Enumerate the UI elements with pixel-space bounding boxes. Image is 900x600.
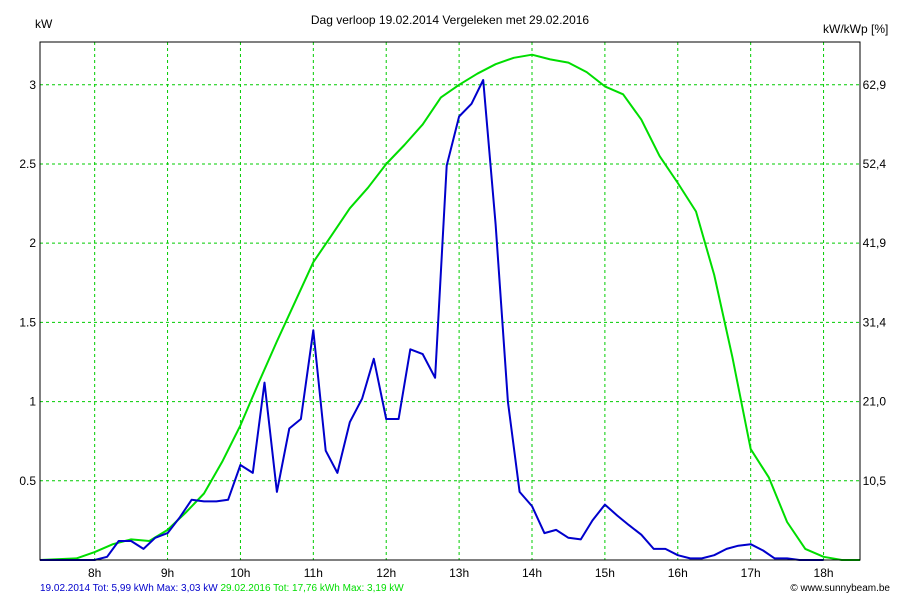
y-tick-label-right: 41,9 [863,236,887,250]
x-tick-label: 15h [595,566,615,580]
y-tick-label-left: 0.5 [19,474,36,488]
x-tick-label: 13h [449,566,469,580]
x-tick-label: 18h [814,566,834,580]
series-layer [39,53,860,561]
grid [40,42,860,560]
x-tick-label: 17h [741,566,761,580]
x-tick-label: 9h [161,566,174,580]
x-tick-label: 8h [88,566,101,580]
y-tick-label-left: 2.5 [19,157,36,171]
x-tick-label: 10h [230,566,250,580]
x-tick-label: 14h [522,566,542,580]
axes: 8h 9h 10h 11h 12h 13h 14h 15h 16h 17h 18h 0.5 10,5 1 2… [19,41,887,580]
x-tick-label: 11h [304,566,323,580]
y-axis-right-label: kW/kWp [%] [823,22,888,36]
y-tick-label-left: 2 [29,236,36,250]
y-tick-label-right: 10,5 [863,474,887,488]
x-tick-label: 16h [668,566,688,580]
footer-summary: 19.02.2014 Tot: 5,99 kWh Max: 3,03 kW 29… [40,583,404,594]
x-tick-label: 12h [376,566,396,580]
series-2-summary: 29.02.2016 Tot: 17,76 kWh Max: 3,19 kW [220,583,404,594]
y-tick-label-right: 31,4 [863,315,887,329]
plot-frame [39,41,861,561]
y-tick-label-left: 1 [29,395,36,409]
y-tick-label-right: 62,9 [863,78,887,92]
y-tick-label-right: 21,0 [863,395,887,409]
series-line-19.02.2014 [40,79,824,561]
y-tick-label-left: 3 [29,78,36,92]
series-line-29.02.2016 [39,53,860,561]
credit-text: © www.sunnybeam.be [790,583,890,594]
chart-title: Dag verloop 19.02.2014 Vergeleken met 29… [311,13,590,27]
y-tick-label-right: 52,4 [863,157,887,171]
y-tick-label-left: 1.5 [19,315,36,329]
y-axis-left-label: kW [35,17,53,31]
series-1-summary: 19.02.2014 Tot: 5,99 kWh Max: 3,03 kW [40,583,218,594]
